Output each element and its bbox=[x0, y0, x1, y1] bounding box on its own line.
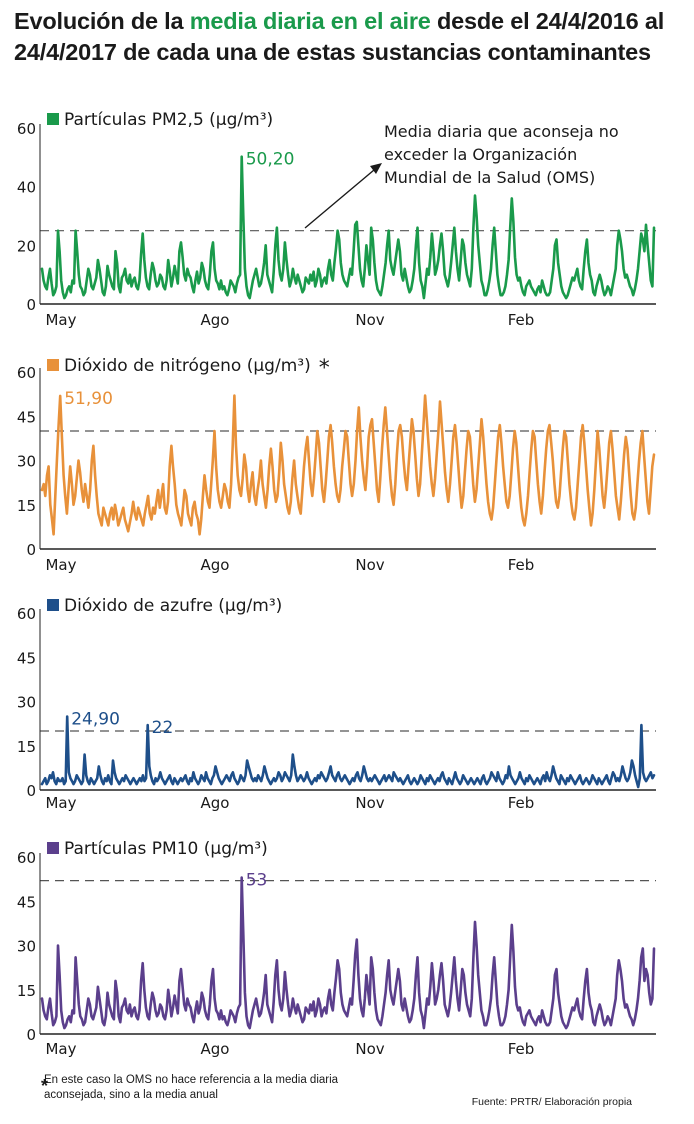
panel-1-y-tick-label: 40 bbox=[17, 179, 36, 197]
panel-4-x-tick-label: Ago bbox=[201, 1040, 230, 1058]
panel-4-legend-swatch bbox=[47, 842, 59, 854]
panel-4-y-tick-label: 0 bbox=[26, 1026, 36, 1044]
panel-1-y-tick-label: 60 bbox=[17, 120, 36, 138]
panel-4-y-tick-label: 60 bbox=[17, 849, 36, 867]
panel-2-y-tick-label: 15 bbox=[17, 497, 36, 515]
panel-4-x-tick-label: Feb bbox=[508, 1040, 535, 1058]
oms-arrow-line bbox=[304, 169, 375, 229]
panel-2-y-tick-label: 30 bbox=[17, 453, 36, 471]
panel-1-x-tick-label: Nov bbox=[355, 311, 384, 329]
panel-1-x-tick-label: May bbox=[45, 311, 76, 329]
panel-4-peak-label: 53 bbox=[246, 871, 268, 891]
panel-3-y-tick-label: 0 bbox=[26, 782, 36, 800]
panel-1-series-line bbox=[40, 155, 656, 300]
panel-2-legend-label: Dióxido de nitrógeno (µg/m³) bbox=[64, 356, 311, 376]
panel-3-y-tick-label: 60 bbox=[17, 605, 36, 623]
panel-2-x-tick-label: Ago bbox=[201, 556, 230, 574]
panel-2-x-tick-label: Nov bbox=[355, 556, 384, 574]
chart-title: Evolución de la media diaria en el aire … bbox=[14, 6, 684, 68]
panel-1-y-tick-label: 0 bbox=[26, 296, 36, 314]
panel-1-x-tick-label: Ago bbox=[201, 311, 230, 329]
source-credit: Fuente: PRTR/ Elaboración propia bbox=[471, 1096, 632, 1108]
title-text: Evolución de la bbox=[14, 8, 190, 34]
panel-3-legend-label: Dióxido de azufre (µg/m³) bbox=[64, 596, 282, 616]
panel-4-x-tick-label: May bbox=[45, 1040, 76, 1058]
panel-1-y-tick-label: 20 bbox=[17, 237, 36, 255]
panel-3-y-tick-label: 30 bbox=[17, 694, 36, 712]
panel-3-series-line bbox=[40, 715, 656, 789]
panel-4-y-tick-label: 30 bbox=[17, 938, 36, 956]
panel-2-legend-swatch bbox=[47, 359, 59, 371]
panel-4-y-tick-label: 15 bbox=[17, 982, 36, 1000]
panel-4-legend-label: Partículas PM10 (µg/m³) bbox=[64, 839, 268, 859]
footnote: En este caso la OMS no hace referencia a… bbox=[44, 1074, 339, 1101]
panel-1-legend-label: Partículas PM2,5 (µg/m³) bbox=[64, 110, 273, 130]
panel-2-x-tick-label: May bbox=[45, 556, 76, 574]
panel-2-y-tick-label: 60 bbox=[17, 364, 36, 382]
panel-3-peak-label: 22 bbox=[152, 718, 174, 738]
panel-4-series-line bbox=[40, 876, 656, 1030]
panel-3-legend-swatch bbox=[47, 599, 59, 611]
oms-annotation: Media diaria que aconseja no exceder la O… bbox=[384, 122, 619, 187]
panel-4-y-tick-label: 45 bbox=[17, 893, 36, 911]
panel-2-x-tick-label: Feb bbox=[508, 556, 535, 574]
panel-3-y-tick-label: 45 bbox=[17, 649, 36, 667]
panel-2-peak-label: 51,90 bbox=[64, 389, 113, 409]
oms-arrow-head bbox=[370, 163, 382, 174]
panel-3-x-tick-label: Ago bbox=[201, 794, 230, 812]
title-highlight: media diaria en el aire bbox=[189, 8, 431, 34]
panel-3-peak-label: 24,90 bbox=[71, 710, 120, 730]
panel-1-legend-swatch bbox=[47, 113, 59, 125]
panel-3-x-tick-label: Feb bbox=[508, 794, 535, 812]
panel-3-x-tick-label: Nov bbox=[355, 794, 384, 812]
panel-2-y-tick-label: 45 bbox=[17, 408, 36, 426]
panel-3-y-tick-label: 15 bbox=[17, 738, 36, 756]
panel-1-x-tick-label: Feb bbox=[508, 311, 535, 329]
panel-4-x-tick-label: Nov bbox=[355, 1040, 384, 1058]
panel-1-peak-label: 50,20 bbox=[246, 150, 295, 170]
title-text-end: desde el 24/4/2016 al 24/4/2017 de cada … bbox=[14, 8, 665, 65]
footnote-marker: * bbox=[41, 1076, 49, 1096]
panel-2-title-marker: * bbox=[319, 356, 330, 381]
panel-2-series-line bbox=[40, 394, 656, 536]
panel-2-y-tick-label: 0 bbox=[26, 541, 36, 559]
panel-3-x-tick-label: May bbox=[45, 794, 76, 812]
